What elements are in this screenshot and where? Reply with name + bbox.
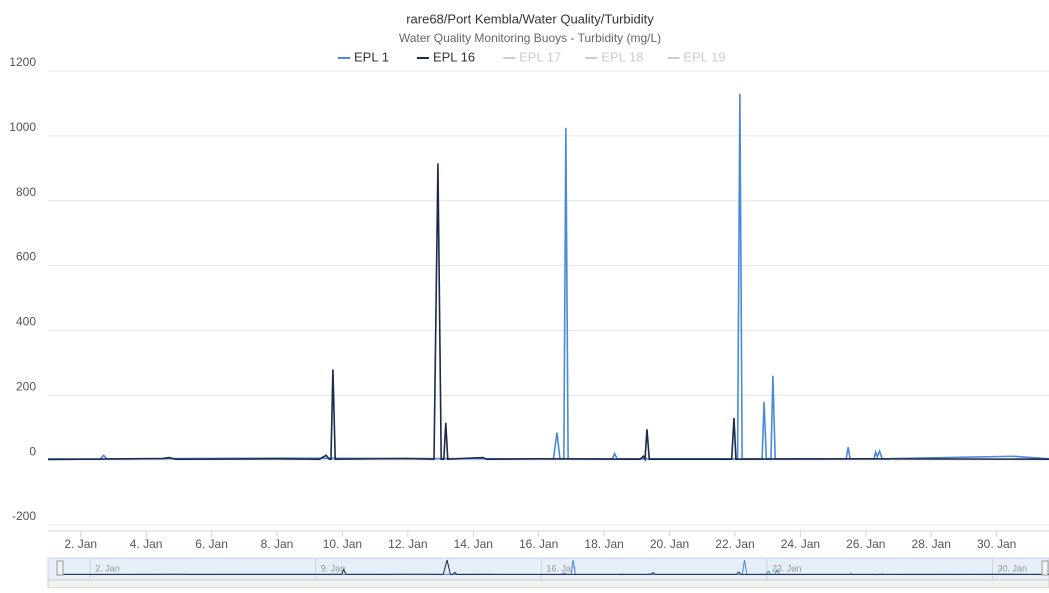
x-tick-label: 18. Jan: [584, 537, 623, 551]
x-tick-label: 30. Jan: [977, 537, 1016, 551]
x-tick-label: 10. Jan: [323, 537, 362, 551]
navigator-label: 2. Jan: [95, 563, 120, 573]
chart-subtitle: Water Quality Monitoring Buoys - Turbidi…: [399, 31, 661, 45]
y-tick-label: 800: [16, 185, 36, 199]
y-tick-label: -200: [12, 509, 36, 523]
y-tick-label: 600: [16, 250, 36, 264]
navigator-label: 9. Jan: [321, 563, 346, 573]
x-tick-label: 22. Jan: [715, 537, 754, 551]
y-tick-label: 1000: [9, 120, 36, 134]
navigator-label: 30. Jan: [997, 563, 1027, 573]
x-tick-label: 8. Jan: [261, 537, 294, 551]
x-tick-label: 12. Jan: [388, 537, 427, 551]
navigator-handle[interactable]: [1041, 560, 1049, 576]
y-tick-label: 400: [16, 315, 36, 329]
navigator-handle[interactable]: [56, 560, 64, 576]
chart-title: rare68/Port Kembla/Water Quality/Turbidi…: [406, 11, 654, 26]
x-tick-label: 4. Jan: [130, 537, 163, 551]
x-tick-label: 14. Jan: [454, 537, 493, 551]
y-tick-label: 1200: [9, 55, 36, 69]
navigator-label: 23. Jan: [772, 563, 802, 573]
navigator-line: [62, 559, 1049, 575]
legend-label[interactable]: EPL 17: [519, 49, 561, 64]
legend-label[interactable]: EPL 1: [354, 49, 389, 64]
legend-label[interactable]: EPL 18: [601, 49, 643, 64]
x-tick-label: 6. Jan: [195, 537, 228, 551]
x-tick-label: 26. Jan: [846, 537, 885, 551]
legend-label[interactable]: EPL 16: [433, 49, 475, 64]
x-tick-label: 16. Jan: [519, 537, 558, 551]
y-tick-label: 0: [29, 444, 36, 458]
y-tick-label: 200: [16, 379, 36, 393]
x-tick-label: 2. Jan: [64, 537, 97, 551]
navigator-label: 16. Jan: [546, 563, 576, 573]
x-tick-label: 20. Jan: [650, 537, 689, 551]
series-line: [47, 163, 1049, 462]
scrollbar[interactable]: [47, 579, 1049, 589]
series-line: [47, 93, 1049, 460]
x-tick-label: 28. Jan: [912, 537, 951, 551]
x-tick-label: 24. Jan: [781, 537, 820, 551]
legend-label[interactable]: EPL 19: [683, 49, 725, 64]
